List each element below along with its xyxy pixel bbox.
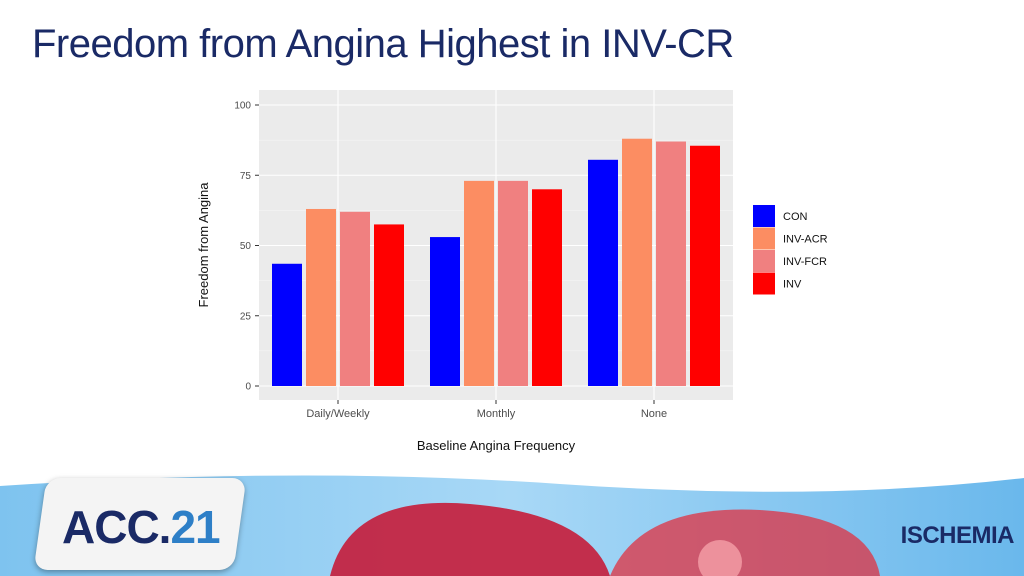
legend-swatch [753, 205, 775, 227]
legend-swatch [753, 272, 775, 295]
legend-swatch [753, 227, 775, 250]
bar [498, 180, 528, 386]
y-axis: 0 25 50 75 100 [234, 101, 259, 393]
bar [464, 180, 494, 386]
ischemia-logo: ISCHEMIA [900, 522, 1015, 549]
bar [690, 145, 720, 386]
x-tick-label: Daily/Weekly [306, 408, 370, 420]
bar [340, 211, 370, 386]
bar [272, 263, 302, 386]
bar-chart: 0 25 50 75 100 Daily/Weekly Monthly None CON IN… [196, 90, 828, 453]
y-tick-label: 0 [245, 382, 251, 393]
y-tick-label: 75 [240, 171, 252, 182]
bar [588, 159, 618, 386]
grid-lines [259, 90, 733, 400]
x-tick-label: None [641, 408, 667, 420]
bar [306, 208, 336, 386]
legend-label: INV [783, 279, 802, 291]
legend-label: INV-ACR [783, 234, 828, 246]
x-tick-label: Monthly [477, 408, 516, 420]
legend-label: CON [783, 211, 808, 223]
acc-logo: ACC.21 [62, 500, 221, 554]
legend: CON INV-ACR INV-FCR INV [753, 205, 828, 295]
acc-logo-number: 21 [170, 501, 220, 553]
bar [430, 237, 460, 386]
bar [532, 189, 562, 386]
y-tick-label: 100 [234, 101, 251, 112]
x-axis-label: Baseline Angina Frequency [417, 438, 576, 453]
y-tick-label: 25 [240, 311, 252, 322]
bar [374, 224, 404, 386]
slide-title: Freedom from Angina Highest in INV-CR [32, 22, 734, 66]
y-axis-label: Freedom from Angina [196, 182, 211, 308]
legend-label: INV-FCR [783, 256, 827, 268]
bar [656, 141, 686, 386]
legend-swatch [753, 250, 775, 272]
footer-banner [0, 475, 1024, 576]
bars [272, 138, 720, 386]
bar [622, 138, 652, 386]
x-axis: Daily/Weekly Monthly None [306, 400, 667, 420]
y-tick-label: 50 [240, 241, 252, 252]
acc-logo-prefix: ACC. [62, 501, 171, 553]
